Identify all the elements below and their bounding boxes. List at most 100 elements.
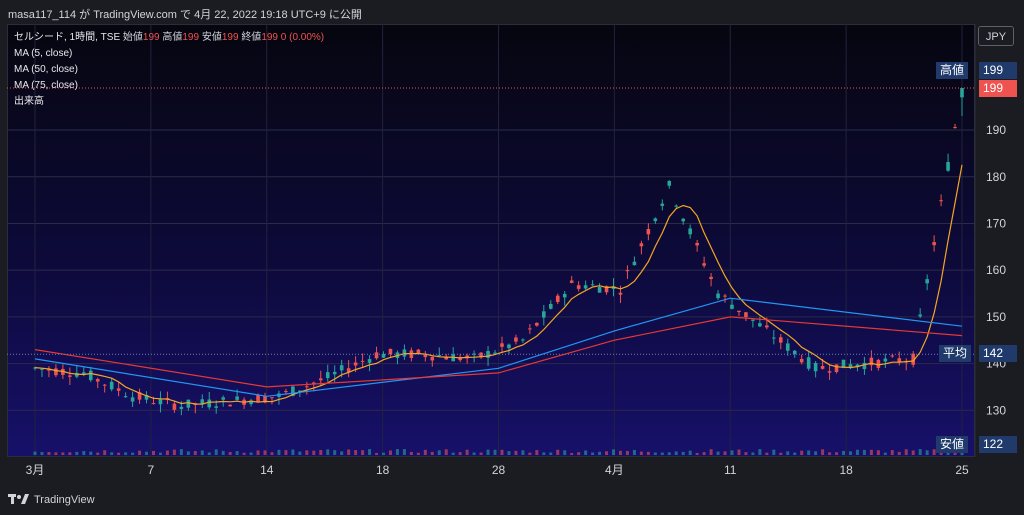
candle-body [388,348,393,355]
candle-body [806,357,811,369]
candle-body [228,404,232,407]
volume-bar [897,451,901,455]
candle-body [263,396,267,403]
candle [737,310,741,316]
moving-averages [34,164,963,405]
volume-bar [409,451,413,455]
candle-body [165,397,170,399]
volume-bar [263,450,267,455]
candle-body [744,312,748,317]
high-label: 高値 [162,32,183,43]
candle-body [813,363,818,372]
legend-ma50[interactable]: MA (50, close) [14,64,78,75]
candle [597,283,602,293]
candle [277,390,281,405]
legend-ma5[interactable]: MA (5, close) [14,48,73,59]
candle [862,356,867,375]
candle-body [486,350,490,358]
candle [514,334,518,345]
x-axis: 3月 7 14 18 28 4月 11 18 25 [26,463,969,477]
candle-body [758,323,762,327]
candle-body [249,400,253,405]
candle [325,364,330,382]
volume-bar [340,451,344,455]
volume-bar [807,450,811,455]
candle-body [841,359,846,368]
volume-bar [47,452,51,455]
volume-bar [472,452,476,455]
volume-bar [388,450,392,455]
candle [855,363,860,372]
volume-bar [291,449,295,455]
candle [465,353,469,364]
candle-body [172,403,177,410]
candle [660,199,665,211]
volume-bar [953,452,957,455]
legend-ma75[interactable]: MA (75, close) [14,80,78,91]
candle-body [367,359,372,363]
candle-body [667,180,672,186]
volume-bar [821,449,825,455]
candle-body [897,358,902,363]
candle-body [548,303,553,309]
candle-body [256,394,260,403]
volume-bar [862,449,866,455]
candle-body [925,279,929,284]
x-tick-label: 3月 [26,463,45,477]
candle [186,399,191,411]
candle [583,280,588,291]
volume-bar [138,450,142,455]
plot-area[interactable] [7,24,975,457]
candle-body [123,396,128,398]
high-value: 199 [182,32,200,43]
candle-body [284,391,288,393]
footer-brand[interactable]: TradingView [8,494,95,506]
candle-body [583,285,588,289]
candle-body [862,362,867,370]
volume-bar [695,452,699,455]
candle [569,275,574,284]
candle-body [660,203,665,206]
candle-body [221,397,225,400]
candle [555,293,560,305]
candle [744,312,748,322]
volume-bar [758,449,762,455]
low-value: 199 [221,32,239,43]
x-tick-label: 25 [955,463,969,477]
candle [423,351,428,362]
candle [144,391,149,404]
candle-body [569,280,574,283]
volume-bar [89,451,93,455]
candle-body [270,397,274,399]
volume-bar [800,450,804,455]
candle-body [939,200,943,202]
candle-body [953,127,957,129]
volume-bar [249,452,253,455]
currency-button[interactable]: JPY [978,26,1014,46]
volume-bar [904,449,908,455]
candle-body [562,293,567,298]
x-tick-label: 14 [260,463,274,477]
candle [500,336,504,353]
candle [430,356,435,367]
volume-bar [500,449,504,455]
volume-bar [639,451,643,455]
y-tick-label: 170 [986,216,1006,230]
footer-brand-text: TradingView [34,494,95,506]
candle [200,394,205,409]
volume-bar [493,449,497,455]
ma-line-75 [34,316,963,388]
volume-bar [158,452,162,455]
candle-body [479,352,483,358]
volume-bar [605,451,609,455]
candle-body [883,358,888,362]
candle [165,391,170,405]
legend-volume[interactable]: 出来高 [14,96,44,107]
candle [639,240,644,255]
volume-bar [507,451,511,455]
candle-body [646,229,651,235]
candle [472,350,476,363]
candle [778,334,783,350]
volume-bar [577,452,581,455]
volume-bar [646,451,650,455]
